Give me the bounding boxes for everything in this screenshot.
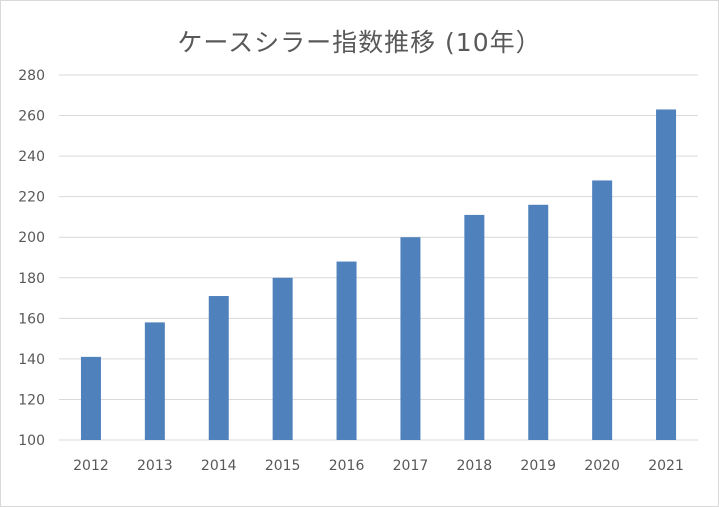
- bar-2020: [592, 180, 613, 440]
- x-tick-label: 2015: [265, 458, 301, 474]
- y-tick-label: 100: [18, 433, 45, 449]
- bar-2017: [400, 237, 421, 440]
- bar-2012: [80, 356, 101, 440]
- x-tick-label: 2020: [584, 458, 620, 474]
- bar-series: [80, 109, 677, 440]
- bar-2015: [272, 277, 293, 440]
- y-axis-tick-labels: 100 120 140 160 180 200 220 240 260 280: [18, 68, 45, 449]
- y-tick-label: 140: [18, 352, 45, 368]
- bar-2016: [336, 261, 357, 440]
- x-tick-label: 2016: [329, 458, 365, 474]
- x-tick-label: 2017: [393, 458, 429, 474]
- y-tick-label: 220: [18, 190, 45, 206]
- y-tick-label: 260: [18, 109, 45, 125]
- x-tick-label: 2021: [648, 458, 684, 474]
- chart-title: ケースシラー指数推移 (10年）: [177, 28, 542, 57]
- x-tick-label: 2013: [137, 458, 173, 474]
- y-tick-label: 180: [18, 271, 45, 287]
- x-tick-label: 2019: [520, 458, 556, 474]
- bar-2014: [208, 296, 229, 440]
- bar-2018: [464, 214, 485, 440]
- gridlines: [59, 74, 698, 441]
- x-tick-label: 2014: [201, 458, 237, 474]
- y-tick-label: 200: [18, 230, 45, 246]
- y-tick-label: 240: [18, 149, 45, 165]
- y-tick-label: 120: [18, 392, 45, 408]
- bar-2021: [656, 109, 677, 440]
- bar-2013: [144, 322, 165, 440]
- x-axis-tick-labels: 2012 2013 2014 2015 2016 2017 2018 2019 2020 2021: [73, 458, 684, 474]
- y-tick-label: 280: [18, 68, 45, 84]
- bar-2019: [528, 204, 549, 440]
- x-tick-label: 2018: [457, 458, 493, 474]
- x-tick-label: 2012: [73, 458, 109, 474]
- y-tick-label: 160: [18, 311, 45, 327]
